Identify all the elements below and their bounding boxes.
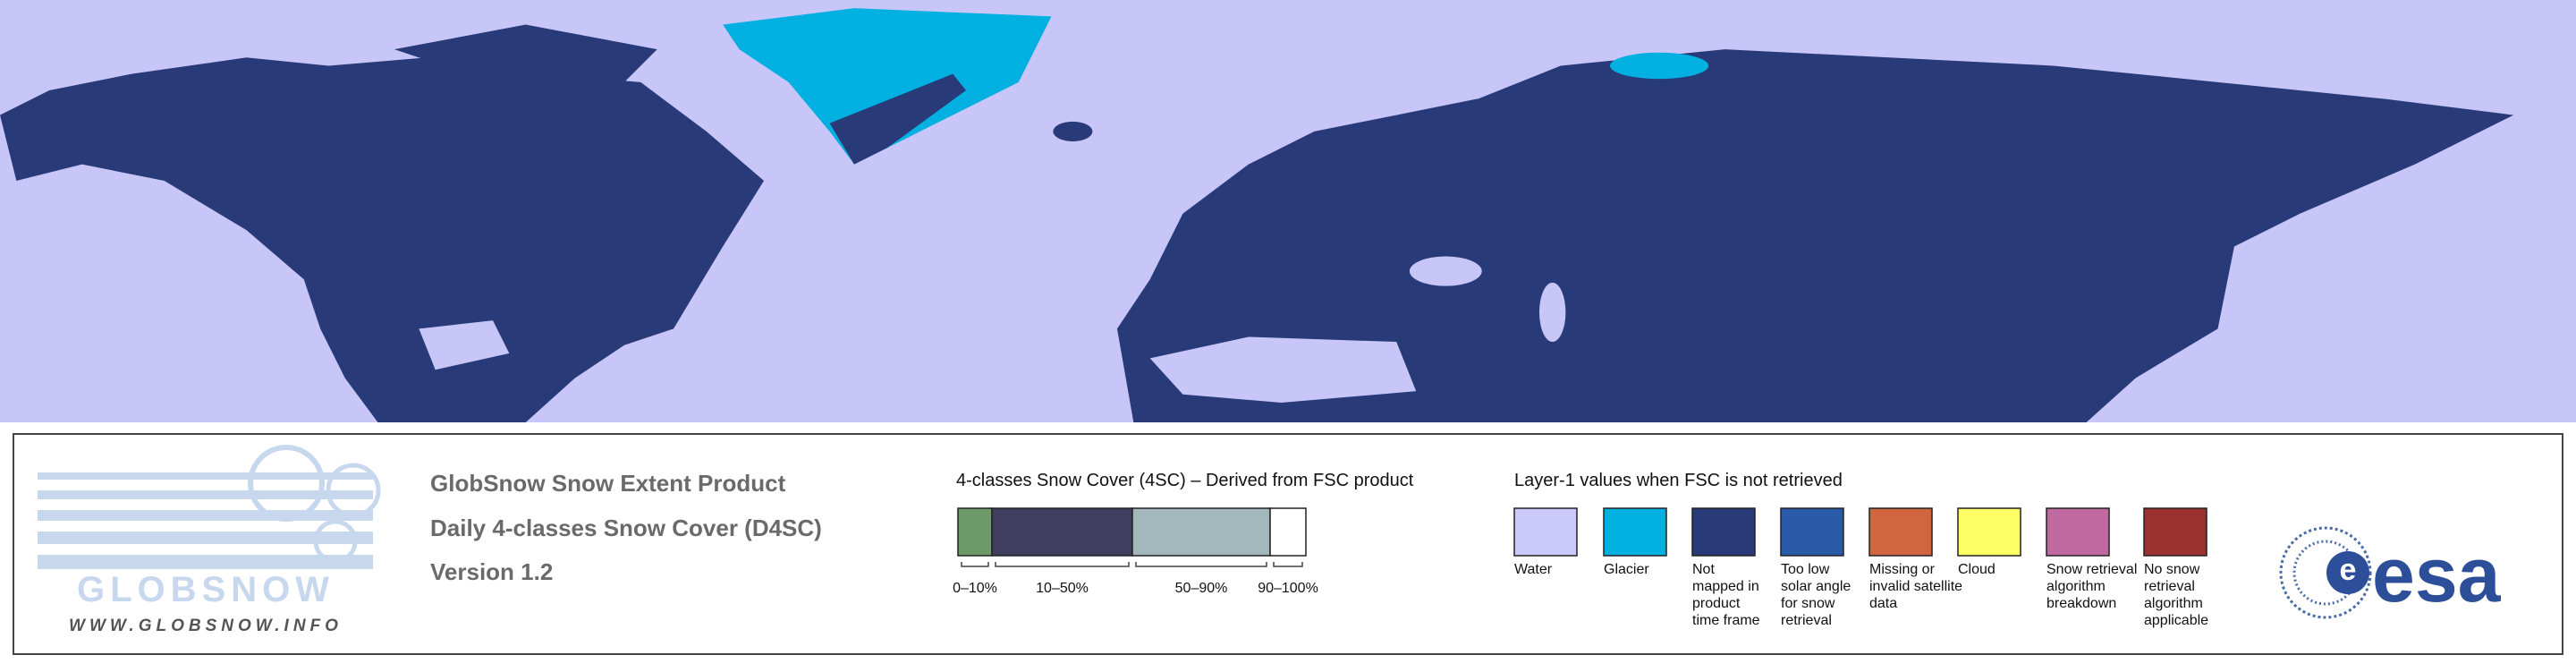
layer1-label: Too low <box>1781 562 1830 577</box>
class-label: 10–50% <box>1036 581 1089 596</box>
class-label: 50–90% <box>1175 581 1228 596</box>
layer1-label: solar angle <box>1781 579 1851 594</box>
class-bracket <box>995 562 1130 567</box>
layer1-label: mapped in <box>1692 579 1759 594</box>
layer1-label: retrieval <box>2144 579 2195 594</box>
class-bracket <box>961 562 989 567</box>
class-bracket <box>1273 562 1303 567</box>
class-swatch <box>1269 507 1307 557</box>
layer1-swatch <box>1691 507 1756 557</box>
layer1-label: No snow <box>2144 562 2200 577</box>
layer1-label: Glacier <box>1604 562 1649 577</box>
class-bracket <box>1135 562 1267 567</box>
layer1-swatch <box>1780 507 1844 557</box>
layer1-swatch <box>1957 507 2021 557</box>
logo-url: WWW.GLOBSNOW.INFO <box>69 617 343 635</box>
esa-logo: e esa <box>2279 526 2502 619</box>
layer1-swatch <box>2143 507 2207 557</box>
layer1-label: Snow retrieval <box>2046 562 2137 577</box>
layer1-label: applicable <box>2144 613 2208 628</box>
layer1-label: Missing or <box>1869 562 1936 577</box>
snow-classes-title: 4-classes Snow Cover (4SC) – Derived fro… <box>956 471 1414 490</box>
layer1-label: retrieval <box>1781 613 1832 628</box>
class-swatch <box>957 507 993 557</box>
class-label: 0–10% <box>953 581 997 596</box>
layer1-swatch <box>1868 507 1933 557</box>
layer1-label: invalid satellite <box>1869 579 1962 594</box>
layer1-swatch <box>2046 507 2110 557</box>
layer1-title: Layer-1 values when FSC is not retrieved <box>1514 471 1843 490</box>
layer1-label: data <box>1869 596 1897 611</box>
product-version: Version 1.2 <box>430 558 553 585</box>
layer1-swatch <box>1513 507 1578 557</box>
layer1-label: product <box>1692 596 1741 611</box>
svg-text:e: e <box>2340 553 2357 587</box>
layer1-label: time frame <box>1692 613 1760 628</box>
product-title: GlobSnow Snow Extent Product <box>430 470 786 497</box>
globsnow-logo: GLOBSNOW WWW.GLOBSNOW.INFO <box>38 445 381 635</box>
layer1-label: Not <box>1692 562 1715 577</box>
logo-name: GLOBSNOW <box>77 570 335 609</box>
layer1-label: Cloud <box>1958 562 1996 577</box>
layer1-label: algorithm <box>2144 596 2203 611</box>
product-subtitle: Daily 4-classes Snow Cover (D4SC) <box>430 515 822 541</box>
layer1-label: algorithm <box>2046 579 2106 594</box>
class-swatch <box>991 507 1133 557</box>
layer1-swatch <box>1603 507 1667 557</box>
agency-name: esa <box>2372 532 2502 618</box>
snow-classes: 0–10% 10–50% 50–90% 90–100% <box>953 507 1318 596</box>
layer1-legend: Water Glacier Not mapped in product time fram… <box>1513 507 2208 628</box>
layer1-label: breakdown <box>2046 596 2116 611</box>
layer1-label: Water <box>1514 562 1553 577</box>
layer1-label: for snow <box>1781 596 1835 611</box>
map <box>0 0 2576 423</box>
class-swatch <box>1131 507 1271 557</box>
class-label: 90–100% <box>1258 581 1318 596</box>
land <box>0 8 2514 423</box>
